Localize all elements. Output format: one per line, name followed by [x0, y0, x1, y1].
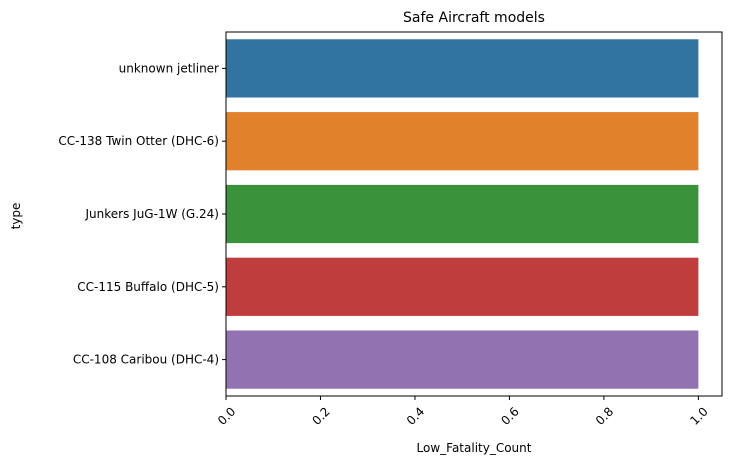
y-tick-labels: unknown jetliner CC-138 Twin Otter (DHC-6…: [58, 61, 226, 367]
y-tick-label: Junkers JuG-1W (G.24): [85, 207, 220, 221]
chart-title: Safe Aircraft models: [403, 10, 545, 26]
x-tick-label: 0.8: [593, 404, 616, 427]
bars-layer: [226, 39, 699, 389]
x-tick-label: 0.6: [498, 404, 521, 427]
bar-3: [226, 257, 699, 316]
bar-4: [226, 330, 699, 389]
x-tick-label: 0.4: [404, 404, 427, 427]
x-tick-label: 1.0: [687, 404, 710, 427]
y-tick-label: CC-108 Caribou (DHC-4): [73, 353, 219, 367]
y-tick-label: CC-138 Twin Otter (DHC-6): [58, 134, 219, 148]
bar-2: [226, 184, 699, 244]
x-tick-label: 0.2: [309, 404, 332, 427]
axes-frame: [225, 31, 723, 397]
bar-1: [226, 112, 699, 171]
y-tick-label: unknown jetliner: [119, 61, 219, 75]
bar-0: [226, 39, 699, 98]
y-axis-label: type: [9, 203, 23, 230]
x-axis-label: Low_Fatality_Count: [417, 441, 532, 455]
y-tick-label: CC-115 Buffalo (DHC-5): [77, 280, 219, 294]
x-tick-label: 0.0: [215, 404, 238, 427]
x-tick-labels: 0.0 0.2 0.4 0.6 0.8 1.0: [215, 396, 711, 428]
